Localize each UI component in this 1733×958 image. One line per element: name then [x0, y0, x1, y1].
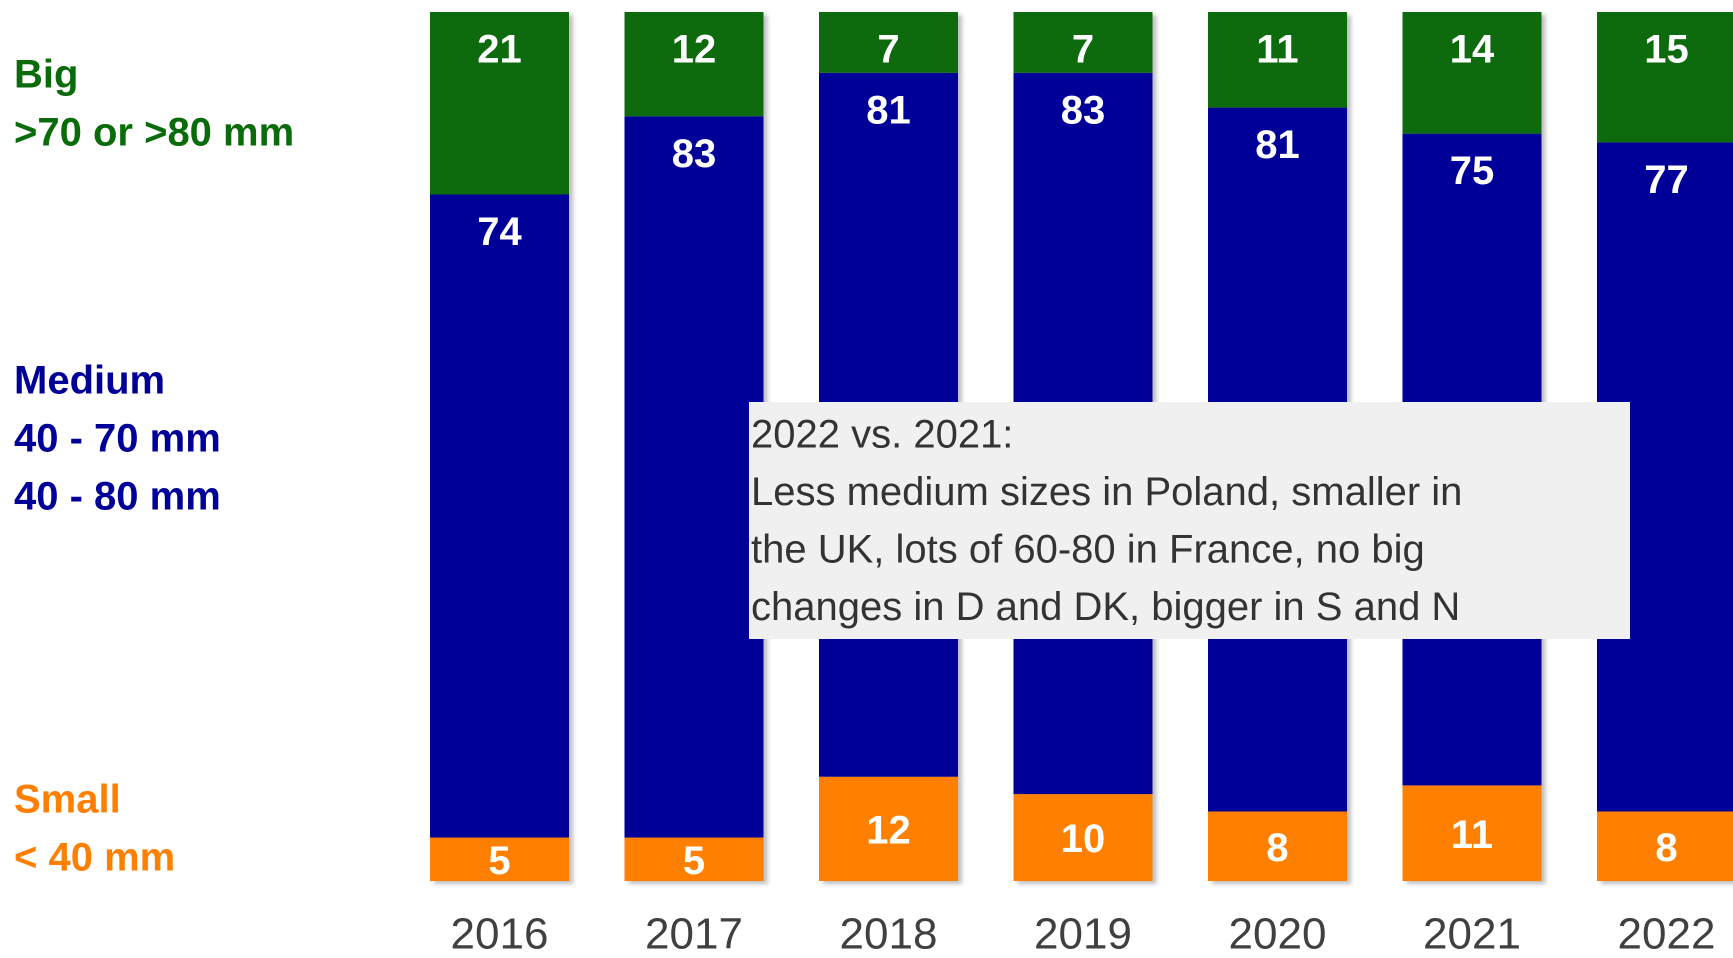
bar-segment	[430, 837, 569, 881]
bar-stack	[624, 12, 764, 881]
x-tick-label: 2021	[1423, 910, 1521, 958]
value-label: 14	[1450, 28, 1495, 72]
value-label: 5	[683, 839, 705, 883]
bar-segment	[1402, 12, 1542, 134]
x-tick-label: 2019	[1034, 910, 1132, 958]
annotation-line: changes in D and DK, bigger in S and N	[751, 585, 1460, 629]
value-label: 11	[1451, 813, 1493, 857]
value-label: 74	[477, 210, 522, 254]
value-label: 12	[672, 28, 717, 72]
value-label: 5	[488, 839, 510, 883]
value-label: 15	[1644, 28, 1689, 72]
value-label: 77	[1644, 158, 1689, 202]
bar-segment	[819, 776, 958, 881]
x-tick-label: 2022	[1618, 910, 1716, 958]
x-tick-label: 2017	[645, 910, 743, 958]
bar-segment	[430, 194, 569, 838]
bar-segment	[1402, 785, 1542, 881]
x-tick-label: 2016	[451, 910, 549, 958]
legend-sublabel: >70 or >80 mm	[14, 111, 294, 155]
value-label: 7	[877, 28, 899, 72]
legend-sublabel: < 40 mm	[14, 836, 175, 880]
value-label: 81	[1255, 123, 1300, 167]
annotation-line: Less medium sizes in Poland, smaller in	[751, 470, 1462, 514]
annotation: 2022 vs. 2021: Less medium sizes in Polan…	[749, 402, 1630, 639]
value-label: 7	[1072, 28, 1094, 72]
legend-sublabel: 40 - 80 mm	[14, 475, 221, 519]
bar-segment	[1208, 12, 1347, 108]
legend: Small < 40 mm Medium 40 - 70 mm 40 - 80 mm Bi…	[14, 53, 294, 880]
annotation-line: 2022 vs. 2021:	[751, 413, 1013, 457]
annotation-line: the UK, lots of 60-80 in France, no big	[751, 528, 1425, 572]
bar-segment	[624, 116, 764, 838]
value-label: 8	[1655, 826, 1677, 870]
value-label: 81	[866, 88, 911, 132]
value-label: 21	[477, 28, 522, 72]
bar-segment	[1013, 12, 1153, 73]
value-label: 12	[866, 808, 911, 852]
value-label: 75	[1450, 149, 1495, 193]
legend-sublabel: 40 - 70 mm	[14, 417, 221, 461]
x-tick-label: 2018	[840, 910, 938, 958]
bar-segment	[624, 837, 764, 881]
value-label: 11	[1256, 28, 1298, 72]
bar-segment	[1013, 794, 1153, 881]
legend-label: Big	[14, 53, 78, 97]
value-label: 83	[1061, 88, 1106, 132]
bar-segment	[624, 12, 764, 117]
bar-stack	[430, 12, 569, 881]
legend-label: Medium	[14, 359, 165, 403]
legend-label: Small	[14, 778, 121, 822]
bar-segment	[1597, 811, 1733, 881]
value-label: 10	[1061, 817, 1106, 861]
annotation-box	[749, 402, 1630, 639]
value-label: 83	[672, 132, 717, 176]
bar-segment	[1208, 811, 1347, 881]
bar-segment	[819, 12, 958, 73]
bar-segment	[1597, 12, 1733, 143]
value-label: 8	[1266, 826, 1288, 870]
x-tick-label: 2020	[1229, 910, 1327, 958]
bar-segment	[430, 12, 569, 195]
